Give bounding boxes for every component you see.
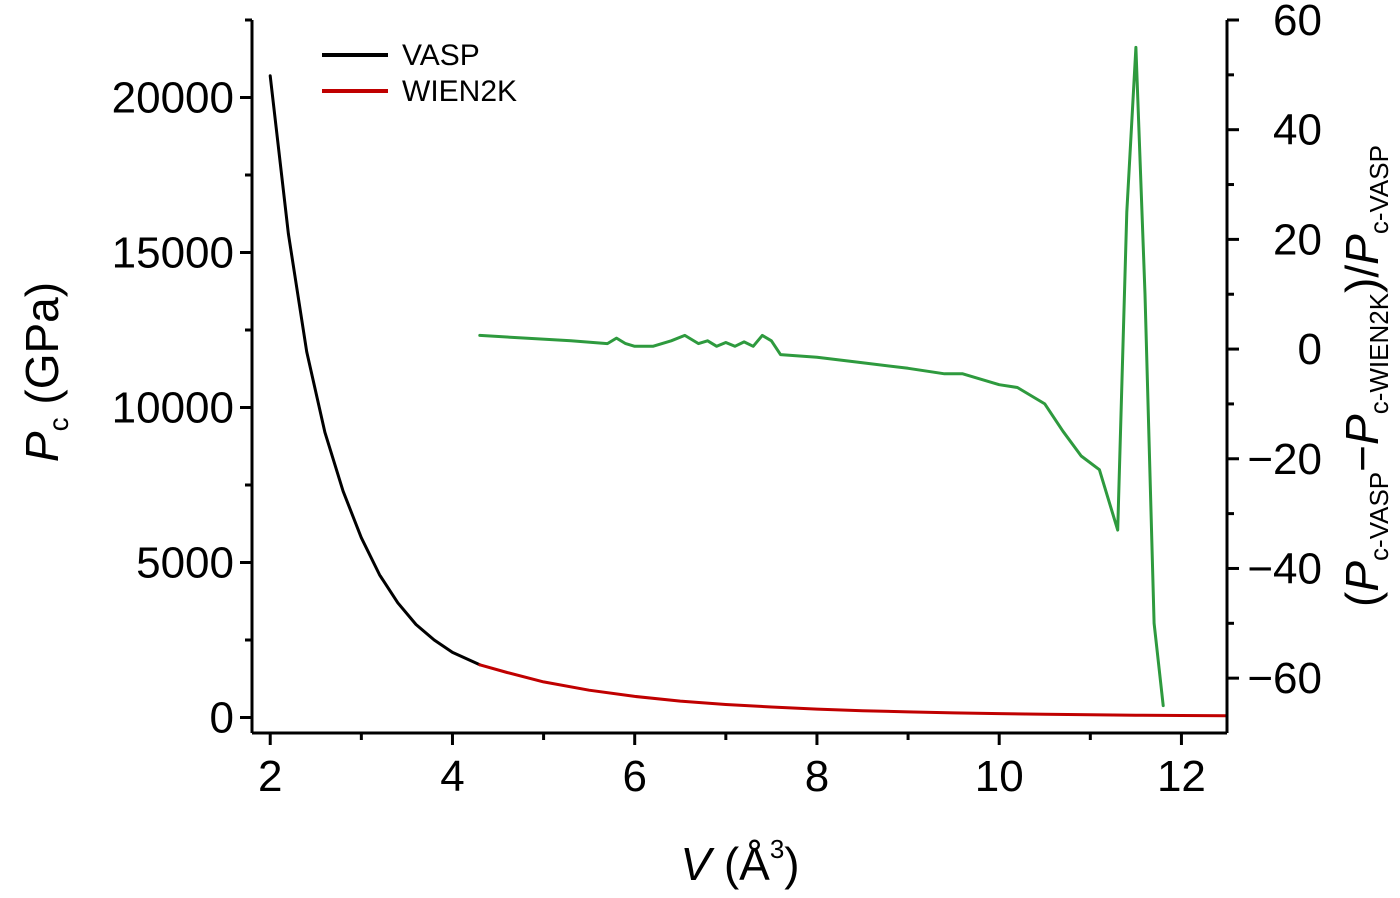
x-label-symbol: V	[680, 838, 715, 890]
x-label-close: )	[784, 838, 799, 890]
series-line-ratio-2	[478, 45, 1165, 708]
x-label-unit-sup: 3	[770, 834, 784, 864]
y-left-tick-label: 20000	[112, 74, 234, 123]
series-line-wien2k	[478, 663, 1227, 718]
y-left-tick-label: 0	[210, 694, 234, 743]
y-right-tick-label: 60	[1273, 0, 1322, 45]
legend: VASP WIEN2K	[322, 39, 517, 108]
y-left-label-sub: c	[43, 417, 74, 431]
x-tick-label: 4	[440, 752, 464, 801]
series-line-vasp	[268, 74, 482, 667]
y-right-tick-label: 40	[1273, 106, 1322, 155]
y-right-label-open: (	[1336, 591, 1388, 607]
y-right-tick-label: −20	[1247, 435, 1322, 484]
x-tick-label: 2	[258, 752, 282, 801]
y-left-label-symbol: P	[16, 431, 68, 462]
x-tick-label: 8	[805, 752, 829, 801]
y-left-tick-label: 10000	[112, 384, 234, 433]
y-right-axis-label: (Pc-VASP−Pc-WIEN2K)/Pc-VASP	[1336, 145, 1394, 607]
y-right-tick-label: −60	[1247, 654, 1322, 703]
y-right-tick-label: 20	[1273, 215, 1322, 264]
y-right-label-p3: P	[1336, 234, 1388, 265]
x-tick-label: 6	[622, 752, 646, 801]
y-left-tick-label: 5000	[136, 539, 234, 588]
svg-text:(Pc-VASP−Pc-WIEN2K)/Pc-VASP: (Pc-VASP−Pc-WIEN2K)/Pc-VASP	[1336, 145, 1394, 607]
y-right-tick-label: −40	[1247, 544, 1322, 593]
svg-text:Pc (GPa): Pc (GPa)	[16, 282, 74, 462]
y-right-label-s3: c-VASP	[1364, 145, 1394, 234]
y-right-label-close: )/	[1336, 265, 1388, 293]
legend-label-wien2k: WIEN2K	[402, 75, 517, 108]
axes	[250, 20, 1229, 735]
y-right-label-s2: c-WIEN2K	[1364, 292, 1394, 414]
x-tick-label: 10	[975, 752, 1024, 801]
y-left-label-unit: (GPa)	[16, 282, 68, 417]
x-tick-label: 12	[1157, 752, 1206, 801]
y-right-label-p1: P	[1336, 561, 1388, 592]
x-axis-label: V (Å3)	[680, 834, 799, 890]
y-left-tick-label: 15000	[112, 229, 234, 278]
plot-lines	[268, 45, 1227, 718]
y-right-label-minus: −	[1336, 445, 1388, 472]
y-right-label-s1: c-VASP	[1364, 472, 1394, 561]
ticks: 2 4 6 8 10 12 0 5000 10000 15000 20000 −60 −40 −20 0 20…	[112, 0, 1322, 801]
y-right-tick-label: 0	[1298, 325, 1322, 374]
y-left-axis-label: Pc (GPa)	[16, 282, 74, 462]
x-label-unit: (Å	[711, 838, 770, 890]
y-right-label-p2: P	[1336, 414, 1388, 445]
legend-label-vasp: VASP	[402, 39, 480, 72]
